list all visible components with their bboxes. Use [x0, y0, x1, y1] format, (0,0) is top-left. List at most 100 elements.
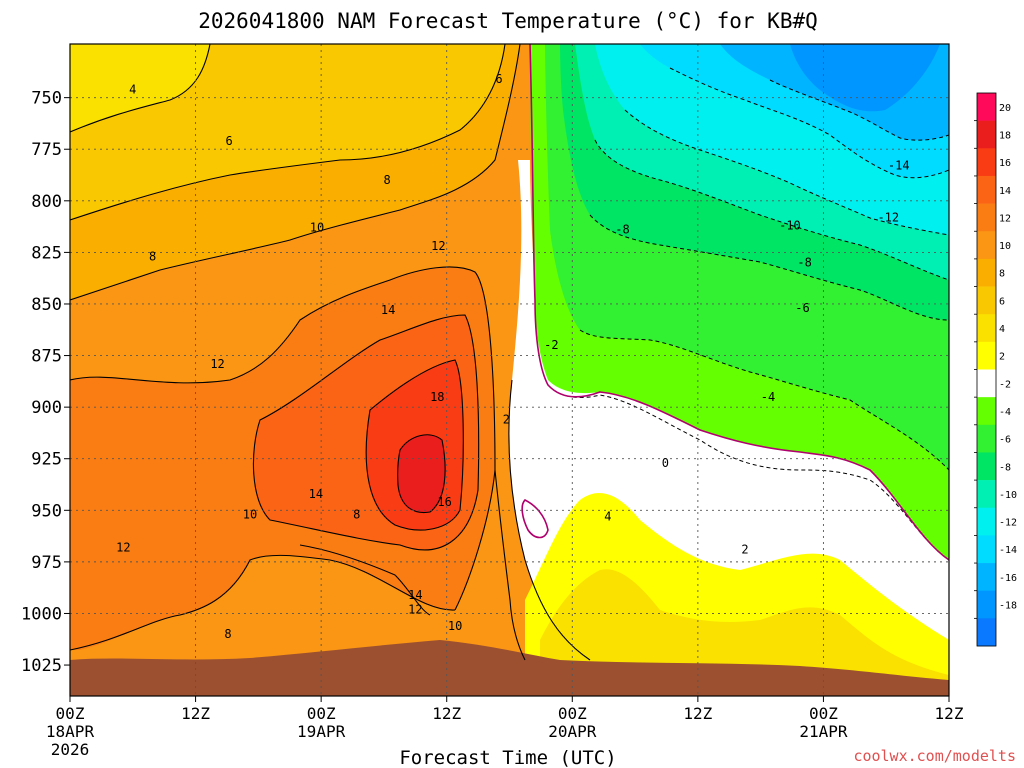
colorbar-swatch [977, 286, 996, 315]
x-tick-label: 12Z [935, 704, 964, 723]
colorbar-label: 10 [999, 241, 1011, 252]
y-tick-label: 975 [31, 553, 62, 573]
colorbar-label: 18 [999, 130, 1011, 141]
y-tick-label: 875 [31, 347, 62, 367]
colorbar-label: 12 [999, 213, 1011, 224]
x-tick-date: 20APR [548, 722, 597, 741]
contour-label: 8 [383, 173, 390, 187]
colorbar-label: 6 [999, 296, 1005, 307]
contour-label: 10 [310, 221, 324, 235]
contour-label: 2 [503, 413, 510, 427]
contour-label: 12 [408, 602, 422, 616]
colorbar: 20 18 16 14 12 10 8 6 4 2 -2 -4 -6 -8 -10 -12 -14 -16 -18 [974, 92, 1017, 647]
x-tick-label: 12Z [181, 704, 210, 723]
x-tick-label: 00Z [558, 704, 587, 723]
colorbar-swatch [977, 618, 996, 647]
contour-label: 8 [353, 507, 360, 521]
y-tick-label: 1000 [21, 604, 62, 624]
contour-label: 12 [431, 239, 445, 253]
colorbar-swatch [977, 341, 996, 370]
colorbar-label: 2 [999, 352, 1005, 363]
contour-lines-negative [547, 67, 949, 561]
contour-label: -6 [795, 301, 809, 315]
contour-label: 4 [604, 509, 611, 523]
y-tick-label: 825 [31, 243, 62, 263]
colorbar-label: -2 [999, 379, 1011, 390]
chart-title: 2026041800 NAM Forecast Temperature (°C)… [198, 9, 818, 33]
colorbar-label: -18 [999, 601, 1017, 612]
y-axis: 750 775 800 825 850 875 900 925 950 975 1000 1025 [21, 89, 70, 676]
x-axis-label: Forecast Time (UTC) [399, 747, 616, 768]
colorbar-label: -12 [999, 518, 1017, 529]
contour-label: 4 [129, 82, 136, 96]
colorbar-swatch [977, 369, 996, 398]
x-tick-year: 2026 [51, 740, 90, 759]
colorbar-label: 4 [999, 324, 1005, 335]
colorbar-swatch [977, 175, 996, 204]
colorbar-label: -16 [999, 573, 1017, 584]
contour-label: 12 [210, 357, 224, 371]
contour-label: 14 [309, 487, 323, 501]
y-tick-label: 950 [31, 501, 62, 521]
contour-label: 14 [381, 303, 395, 317]
colorbar-swatch [977, 120, 996, 149]
contour-label: 0 [662, 456, 669, 470]
colorbar-swatch [977, 480, 996, 509]
contour-lines [70, 44, 591, 661]
contour-label: 8 [149, 250, 156, 264]
x-tick-label: 00Z [809, 704, 838, 723]
contour-label: -8 [615, 223, 629, 237]
y-tick-label: 800 [31, 192, 62, 212]
x-tick-label: 00Z [307, 704, 336, 723]
contour-label: 18 [430, 390, 444, 404]
colorbar-label: 14 [999, 186, 1011, 197]
x-tick-label: 12Z [432, 704, 461, 723]
colorbar-swatch [977, 148, 996, 177]
y-tick-label: 1025 [21, 656, 62, 676]
contour-label: -8 [797, 256, 811, 270]
colorbar-label: -8 [999, 462, 1011, 473]
temp-region-4-6 [70, 44, 210, 132]
colorbar-swatch [977, 452, 996, 481]
credit-link[interactable]: coolwx.com/modelts [853, 747, 1016, 765]
colorbar-swatch [977, 314, 996, 343]
colorbar-label: 8 [999, 269, 1005, 280]
colorbar-swatch [977, 424, 996, 453]
contour-label: 12 [116, 540, 130, 554]
x-tick-label: 00Z [56, 704, 85, 723]
colorbar-swatch [977, 203, 996, 232]
grid-lines [70, 44, 950, 696]
contour-label: -10 [779, 219, 801, 233]
zero-contour [521, 44, 949, 561]
colorbar-swatch [977, 535, 996, 564]
temp-region-18-20 [397, 434, 446, 513]
colorbar-label: -6 [999, 435, 1011, 446]
colorbar-label: 16 [999, 158, 1011, 169]
y-tick-label: 750 [31, 89, 62, 109]
y-tick-label: 900 [31, 398, 62, 418]
contour-label: 8 [224, 627, 231, 641]
contour-label: 6 [495, 72, 502, 86]
terrain-surface [70, 640, 949, 696]
temp-region-cold-deepblue [790, 44, 940, 112]
colorbar-label: -4 [999, 407, 1011, 418]
contour-label-group: 46881012141218161481012141210862-2042-4-… [116, 72, 909, 641]
x-tick-date: 19APR [297, 722, 346, 741]
contour-label: -2 [544, 338, 558, 352]
plot-area [70, 44, 949, 696]
colorbar-swatch [977, 397, 996, 426]
contour-label: 2 [741, 543, 748, 557]
x-tick-date: 21APR [799, 722, 848, 741]
colorbar-label: 20 [999, 103, 1011, 114]
x-tick-label: 12Z [683, 704, 712, 723]
colorbar-label: -10 [999, 490, 1017, 501]
contour-label: 14 [408, 588, 422, 602]
colorbar-swatch [977, 231, 996, 260]
contour-label: 10 [243, 507, 257, 521]
contour-label: 16 [437, 495, 451, 509]
y-tick-label: 925 [31, 450, 62, 470]
colorbar-swatch [977, 507, 996, 536]
contour-label: 10 [448, 619, 462, 633]
